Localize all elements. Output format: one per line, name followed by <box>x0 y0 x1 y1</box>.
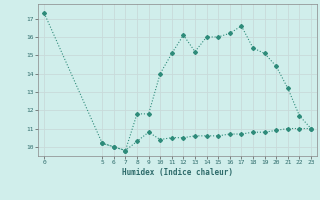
X-axis label: Humidex (Indice chaleur): Humidex (Indice chaleur) <box>122 168 233 177</box>
